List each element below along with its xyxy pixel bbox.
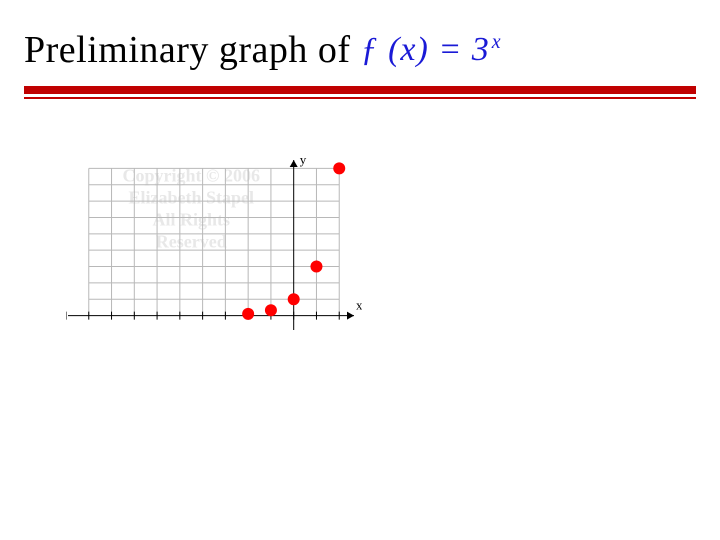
chart-svg: Copyright © 2006Elizabeth StapelAll Righ… — [66, 152, 362, 332]
equation: ƒ (x) = 3x — [361, 31, 502, 69]
svg-text:y: y — [300, 152, 307, 167]
svg-text:Elizabeth Stapel: Elizabeth Stapel — [128, 187, 254, 207]
slide-title: Preliminary graph of — [24, 28, 351, 72]
exponential-graph: Copyright © 2006Elizabeth StapelAll Righ… — [66, 152, 362, 332]
svg-text:All Rights: All Rights — [152, 209, 230, 229]
svg-text:x: x — [356, 298, 362, 313]
svg-text:Reserved: Reserved — [156, 231, 227, 251]
title-underline — [24, 86, 696, 99]
